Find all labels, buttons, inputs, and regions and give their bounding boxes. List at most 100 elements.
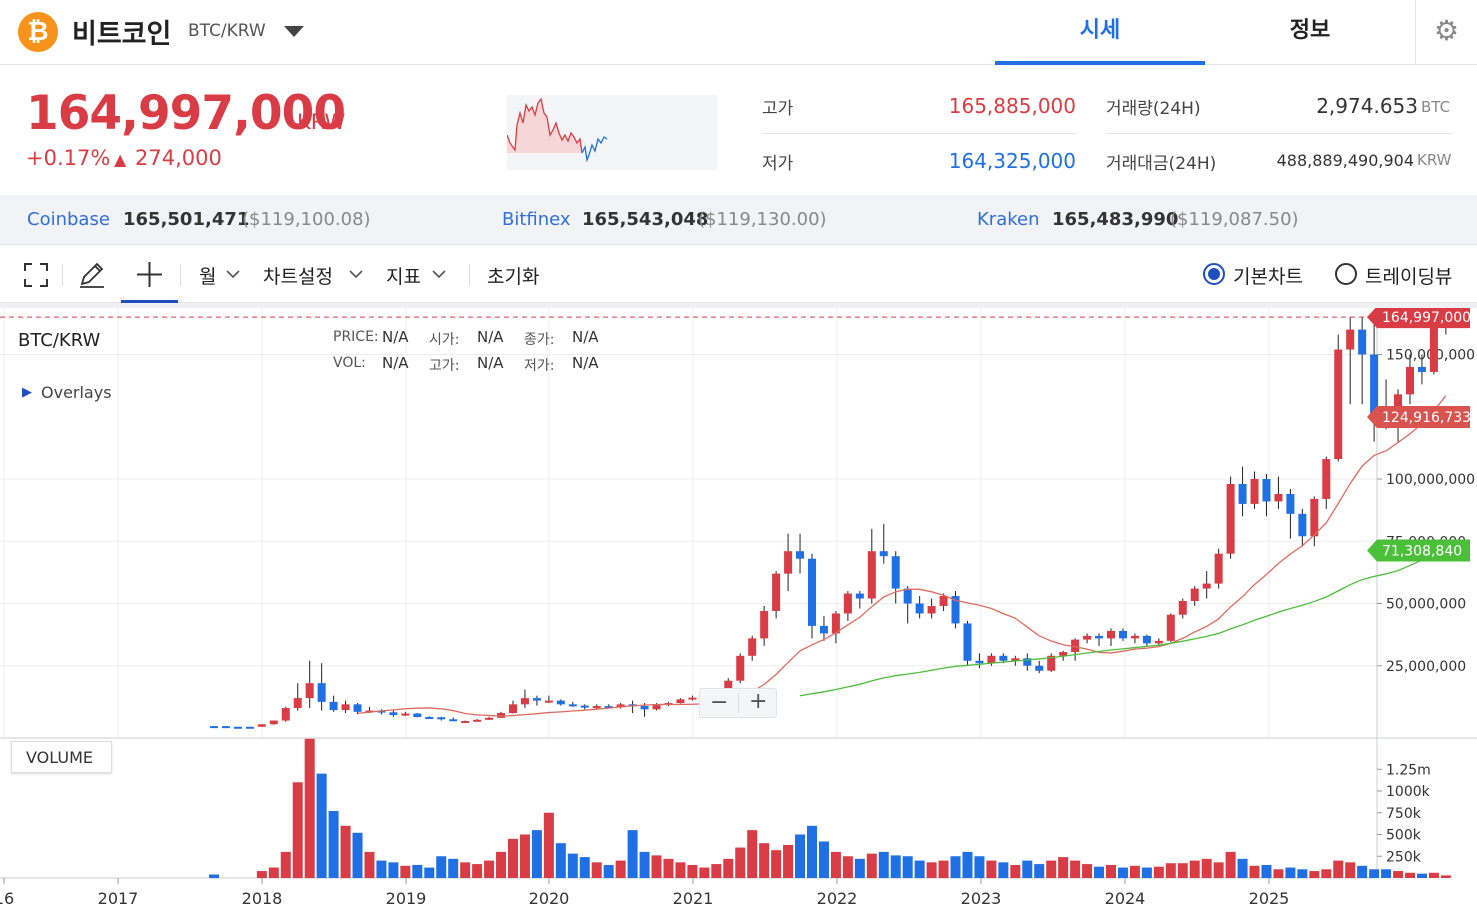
volume-bar [496,851,507,878]
volume-bar [1369,869,1380,878]
volume-bar [209,874,219,878]
overlays-toggle[interactable]: Overlays [41,383,112,402]
candle-body [1166,614,1175,641]
volume-bar [436,856,447,878]
candle-body [532,698,541,701]
volume-bar [807,825,817,878]
chart-toolbar: 월 차트설정 지표 초기화 기본차트 트레이딩뷰 [0,246,1477,303]
volume-bar [1129,865,1140,878]
candle-body [1226,483,1235,554]
volume-bar [950,856,961,878]
candle-body [568,704,577,707]
volume-axis-label: 1.25m [1386,762,1431,778]
candle-body [1178,601,1187,615]
candle-body [509,704,517,714]
volume-bar [280,851,291,878]
volume-bar [1106,864,1116,878]
volume-bar [567,853,578,878]
candlestick-chart[interactable]: 150,000,000100,000,00075,000,00050,000,0… [0,306,1477,910]
price-unit: KRW [297,110,346,134]
candle-body [879,551,888,557]
price-marker-label: 71,308,840 [1382,543,1462,559]
period-select[interactable]: 월 [199,266,217,288]
volume-bar [1381,869,1392,878]
basic-chart-radio[interactable] [1203,263,1225,285]
volume-bar [340,825,351,878]
volume-bar [747,830,758,878]
legend-price-label: PRICE: [333,329,379,345]
bitcoin-icon: ₿ [18,12,58,52]
volume-bar [1297,869,1308,878]
volume-axis-label: 250k [1386,849,1422,865]
candle-body [1262,479,1271,502]
exchange-usd-bitfinex: ($119,130.00) [698,209,827,230]
candle-body [233,726,242,729]
chart-symbol: BTC/KRW [18,330,101,351]
price-marker-tag [1367,539,1470,562]
reset-button[interactable]: 초기화 [487,266,540,288]
candle-body [1023,658,1032,666]
tradingview-radio[interactable] [1335,263,1357,285]
exchange-name-kraken[interactable]: Kraken [977,209,1040,230]
candle-body [580,705,589,708]
caret-down-icon[interactable] [284,26,304,37]
zoom-out-button[interactable]: − [710,690,729,715]
candle-body [1202,583,1211,589]
indicators-menu[interactable]: 지표 [386,266,421,288]
tab-info[interactable]: 정보 [1289,18,1331,43]
zoom-in-button[interactable]: + [749,689,768,714]
volume-bar [1082,864,1093,878]
crosshair-tool-button[interactable] [121,246,178,303]
volume-bar [699,867,710,878]
candle-body [221,726,230,729]
basic-chart-label: 기본차트 [1233,266,1303,288]
fullscreen-icon[interactable] [24,263,48,287]
pencil-icon[interactable] [78,260,106,288]
candle-body [676,699,685,704]
change-percent: +0.17% [26,146,111,170]
exchange-name-coinbase[interactable]: Coinbase [27,209,110,230]
volume-bar [1141,867,1152,878]
candle-body [1334,349,1343,460]
volume-bar [890,855,901,878]
candle-body [1310,498,1319,537]
volume-bar [1321,869,1332,878]
candle-body [281,708,290,721]
candle-body [987,655,996,664]
candle-body [784,551,793,574]
candle-body [1190,588,1199,602]
volume-bar [555,843,566,878]
coin-name: 비트코인 [72,19,172,50]
candle-body [353,704,362,712]
tab-price[interactable]: 시세 [995,0,1205,65]
volume-bar [543,812,554,878]
legend-low-label: 저가: [524,358,555,374]
chart-settings-menu[interactable]: 차트설정 [263,266,333,288]
gear-icon[interactable]: ⚙ [1415,0,1477,65]
volume-bar [316,773,327,878]
volume-axis-label: 750k [1386,806,1422,822]
sparkline-chart [507,95,717,170]
volume-bar [1165,863,1176,878]
volume-bar [1117,867,1128,878]
volume-bar [292,782,303,878]
volume-bar [1201,858,1212,878]
play-icon[interactable]: ▶ [22,385,32,400]
tradingview-label: 트레이딩뷰 [1365,266,1453,288]
exchange-name-bitfinex[interactable]: Bitfinex [502,209,571,230]
legend-vol-label: VOL: [333,355,366,371]
volume-bar [651,855,662,878]
candle-body [1358,329,1367,355]
candle-body [927,605,936,614]
candle-body [245,726,254,729]
volume-bar [1428,872,1439,878]
volume-bar [1333,860,1344,878]
volume-bar [1213,862,1224,878]
volume-bar [1058,857,1069,878]
price-chart-area[interactable]: 150,000,000100,000,00075,000,00050,000,0… [0,306,1477,910]
high-label: 고가 [762,99,794,119]
legend-close-value: N/A [572,328,599,346]
volume-bar [1273,869,1284,878]
volume-bar [328,811,339,878]
candle-body [1238,483,1247,504]
